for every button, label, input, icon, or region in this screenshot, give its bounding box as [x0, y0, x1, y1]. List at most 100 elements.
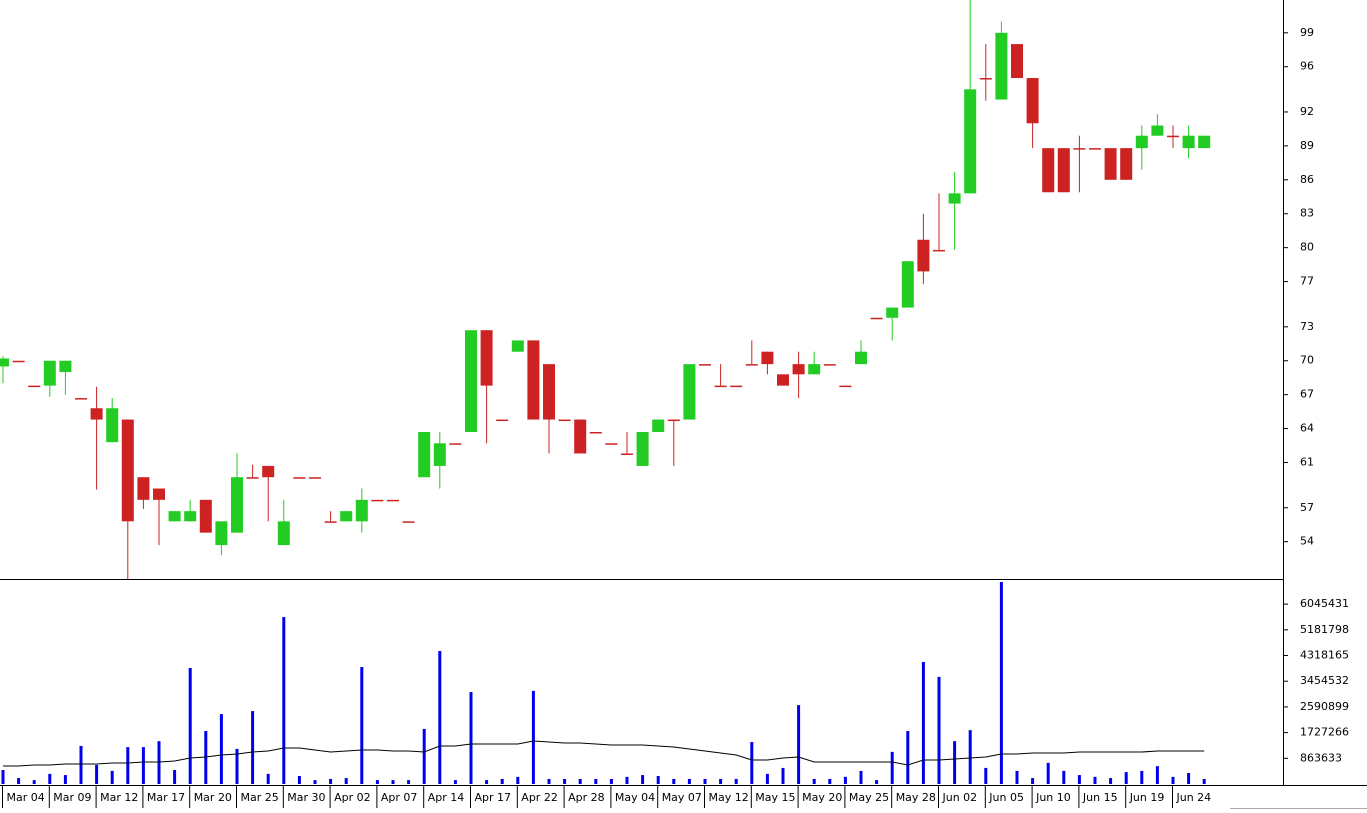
x-tick-label: May 15	[755, 791, 795, 804]
candle-body	[137, 477, 150, 500]
candle-body	[870, 317, 883, 320]
x-tick-label: Jun 10	[1035, 791, 1071, 804]
x-tick-label: Mar 20	[194, 791, 232, 804]
x-tick-label: Mar 09	[53, 791, 91, 804]
x-tick-label: May 28	[896, 791, 936, 804]
volume-bar	[17, 778, 21, 784]
y-tick-label: 67	[1300, 388, 1314, 401]
candle-body	[199, 499, 212, 533]
candle-body	[823, 364, 836, 366]
candle-body	[215, 521, 228, 546]
y-tick-label: 1727266	[1300, 726, 1349, 739]
candle-body	[543, 364, 555, 420]
candle-body	[1182, 135, 1195, 149]
x-tick-label: May 25	[849, 791, 889, 804]
candle-body	[605, 443, 618, 445]
volume-bar	[703, 778, 707, 784]
volume-bar	[672, 778, 676, 784]
volume-bar	[48, 773, 52, 784]
y-tick-label: 54	[1300, 535, 1314, 548]
volume-bar	[407, 780, 411, 784]
y-tick-label: 86	[1300, 173, 1314, 186]
volume-bar	[921, 662, 925, 784]
volume-bar	[453, 780, 457, 784]
volume-bar	[797, 705, 801, 784]
y-tick-label: 5181798	[1300, 623, 1349, 636]
candle-body	[1042, 148, 1055, 193]
x-tick-label: May 04	[615, 791, 655, 804]
candle-body	[901, 261, 914, 308]
candle-body	[43, 360, 56, 386]
y-tick-label: 2590899	[1300, 700, 1349, 713]
candle-body	[449, 443, 462, 445]
candle-body	[28, 385, 41, 388]
candle-body	[309, 477, 321, 479]
y-tick-label: 57	[1300, 501, 1314, 514]
volume-bar	[79, 745, 83, 784]
volume-bar	[485, 780, 489, 784]
y-tick-label: 64	[1300, 422, 1314, 435]
candle-body	[1026, 78, 1039, 124]
volume-bar	[235, 748, 239, 784]
candle-body	[589, 431, 602, 434]
volume-bar	[781, 767, 785, 784]
volume-bar	[313, 780, 317, 784]
moving-average-line	[3, 740, 1205, 767]
candle-body	[1198, 135, 1211, 149]
y-tick-label: 6045431	[1300, 597, 1349, 610]
volume-bar	[219, 714, 223, 784]
candle-body	[1104, 148, 1117, 180]
volume-bar	[391, 780, 395, 784]
volume-bar	[750, 742, 754, 784]
volume-bar	[1140, 770, 1144, 784]
volume-bar	[1062, 770, 1066, 784]
candle-body	[714, 385, 727, 388]
volume-bar	[859, 770, 863, 784]
candle-body	[1151, 125, 1164, 136]
volume-bar	[1, 770, 5, 784]
candle-body	[153, 488, 165, 500]
candle-body	[1167, 135, 1179, 138]
y-tick-label: 83	[1300, 207, 1314, 220]
candle-body	[402, 521, 415, 523]
volume-bar	[173, 770, 177, 784]
volume-bar	[1015, 770, 1019, 784]
candle-body	[808, 364, 821, 375]
y-tick-label: 70	[1300, 354, 1314, 367]
volume-bar	[594, 778, 598, 784]
y-tick-label: 61	[1300, 456, 1314, 469]
x-tick-label: Apr 07	[381, 791, 418, 804]
volume-bar	[890, 751, 894, 784]
candle-body	[1011, 44, 1023, 79]
volume-bar	[360, 667, 364, 784]
volume-bar	[719, 778, 723, 784]
volume-bar	[578, 778, 582, 784]
candle-body	[667, 419, 680, 422]
candle-body	[75, 398, 87, 400]
candle-body	[527, 340, 540, 420]
candle-body	[106, 408, 119, 443]
volume-bar	[500, 778, 504, 784]
volume-bar	[531, 690, 535, 784]
y-tick-label: 92	[1300, 105, 1314, 118]
candle-body	[558, 419, 571, 422]
candle-body	[59, 360, 72, 373]
candle-body	[730, 385, 743, 388]
volume-bar	[937, 676, 941, 784]
x-tick-label: Jun 15	[1082, 791, 1118, 804]
volume-bar	[625, 776, 629, 784]
volume-bar	[422, 728, 426, 784]
volume-bar	[875, 780, 879, 784]
candle-body	[933, 249, 945, 252]
y-tick-label: 89	[1300, 139, 1314, 152]
volume-bar	[953, 741, 957, 784]
x-tick-label: Mar 17	[147, 791, 185, 804]
candle-body	[1073, 148, 1086, 150]
candle-body	[964, 89, 977, 194]
volume-bar	[1077, 775, 1081, 784]
x-tick-label: Jun 02	[942, 791, 978, 804]
y-tick-label: 80	[1300, 241, 1314, 254]
candle-body	[262, 465, 275, 478]
candle-body	[1120, 148, 1133, 180]
